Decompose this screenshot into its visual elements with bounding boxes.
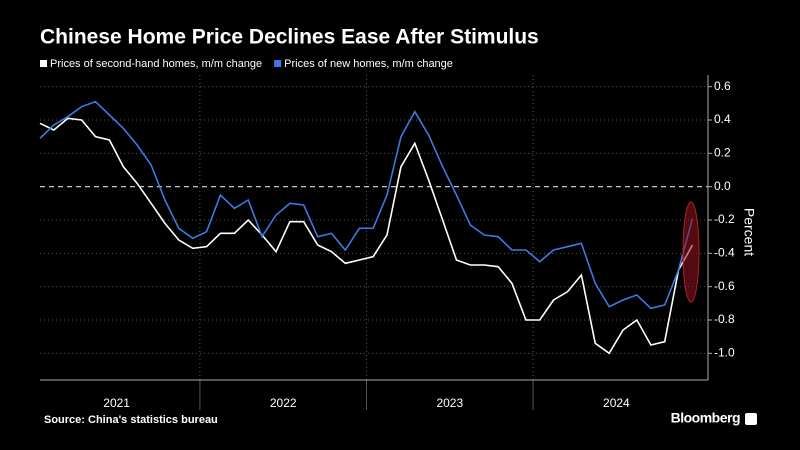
y-tick-label: -0.6 xyxy=(714,279,735,293)
chart-title: Chinese Home Price Declines Ease After S… xyxy=(40,26,539,49)
brand-icon xyxy=(745,413,757,425)
y-tick-label: -0.2 xyxy=(714,212,735,226)
source: Source: China's statistics bureau xyxy=(44,414,218,426)
series-line xyxy=(39,117,694,355)
legend-swatch xyxy=(40,60,47,67)
y-tick-label: -0.8 xyxy=(714,312,735,326)
y-tick-label: -1.0 xyxy=(714,346,735,360)
x-tick-label: 2023 xyxy=(436,396,463,410)
x-tick-label: 2022 xyxy=(270,396,297,410)
x-tick-label: 2024 xyxy=(603,396,630,410)
highlight-ellipse xyxy=(682,201,700,303)
y-tick-label: 0.6 xyxy=(714,79,731,93)
legend-label: Prices of second-hand homes, m/m change xyxy=(50,58,262,70)
legend-swatch xyxy=(274,60,282,67)
series-line xyxy=(39,100,694,310)
brand: Bloomberg xyxy=(671,410,740,426)
y-tick-label: 0.4 xyxy=(714,112,731,126)
y-tick-label: -0.4 xyxy=(714,246,735,260)
legend: Prices of second-hand homes, m/m change P… xyxy=(40,58,453,70)
y-axis-label: Percent xyxy=(741,208,757,256)
y-tick-label: 0.0 xyxy=(714,179,731,193)
x-tick-label: 2021 xyxy=(103,396,130,410)
legend-label: Prices of new homes, m/m change xyxy=(284,58,453,70)
y-tick-label: 0.2 xyxy=(714,146,731,160)
